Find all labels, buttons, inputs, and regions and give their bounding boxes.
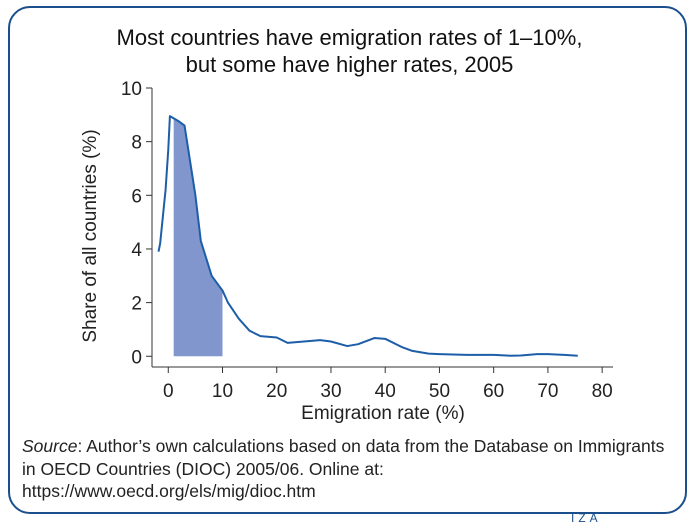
iza-logo: IZA: [571, 511, 602, 525]
y-tick-label: 2: [131, 294, 142, 315]
chart-title-line-2: but some have higher rates, 2005: [185, 52, 514, 77]
source-label: Source: [22, 436, 78, 456]
x-tick-label: 10: [212, 381, 233, 402]
x-tick-label: 0: [163, 381, 174, 402]
x-tick-label: 20: [266, 381, 287, 402]
y-tick-label: 6: [131, 186, 142, 207]
x-tick-label: 50: [429, 381, 450, 402]
x-axis-label: Emigration rate (%): [301, 403, 465, 424]
y-tick-label: 10: [121, 79, 142, 100]
y-tick-label: 8: [131, 133, 142, 154]
highlight-area-1-10: [173, 118, 223, 357]
x-tick-label: 80: [592, 381, 613, 402]
x-tick-label: 40: [375, 381, 396, 402]
x-tick-label: 60: [483, 381, 504, 402]
source-text: : Author’s own calculations based on dat…: [22, 436, 665, 501]
y-tick-label: 0: [131, 347, 142, 368]
chart-title-line-1: Most countries have emigration rates of …: [116, 25, 583, 50]
panel-frame: [8, 6, 687, 514]
density-line: [157, 115, 578, 357]
y-axis-label: Share of all countries (%): [80, 129, 101, 342]
x-tick-label: 70: [537, 381, 558, 402]
x-tick-label: 30: [320, 381, 341, 402]
y-tick-label: 4: [131, 240, 142, 261]
chart-title: Most countries have emigration rates of …: [20, 24, 679, 78]
source-note: Source: Author’s own calculations based …: [22, 435, 682, 503]
